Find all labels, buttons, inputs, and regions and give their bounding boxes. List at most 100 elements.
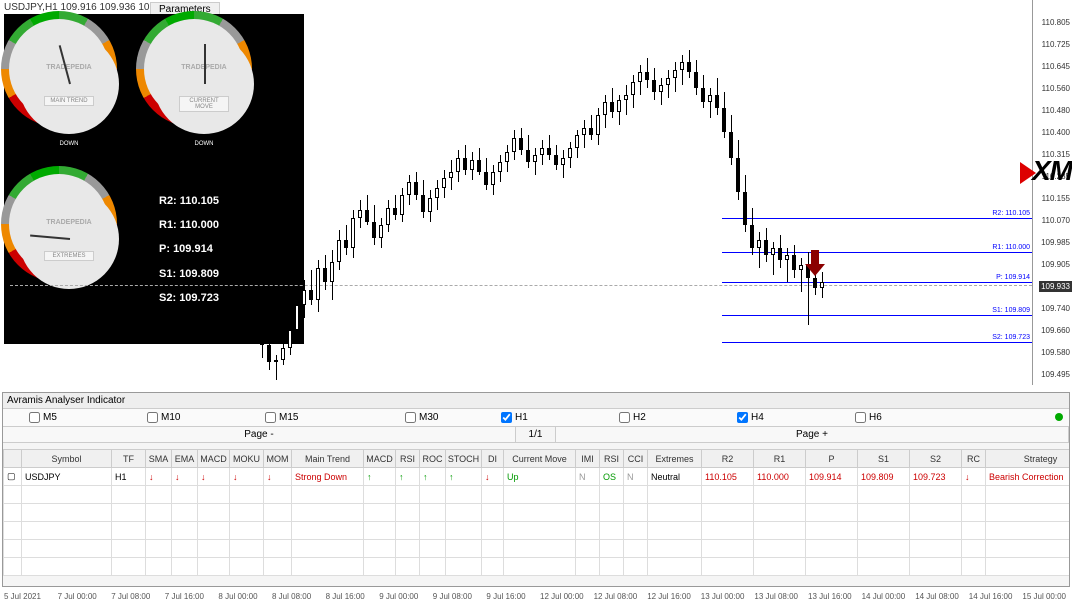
- chart-area: USDJPY,H1 109.916 109.936 109.91 Paramet…: [0, 0, 1072, 390]
- grid-header[interactable]: Strategy: [986, 450, 1070, 468]
- grid-header[interactable]: Extremes: [648, 450, 702, 468]
- grid-cell: [986, 540, 1070, 558]
- grid-header[interactable]: MACD: [198, 450, 230, 468]
- grid-cell: [702, 540, 754, 558]
- grid-header[interactable]: R2: [702, 450, 754, 468]
- timeframe-m5[interactable]: M5: [25, 412, 61, 423]
- grid-cell: [504, 540, 576, 558]
- page-prev-button[interactable]: Page -: [3, 427, 516, 442]
- grid-header[interactable]: TF: [112, 450, 146, 468]
- grid-cell: [504, 504, 576, 522]
- timeframe-label: M5: [43, 412, 57, 423]
- grid-header[interactable]: STOCH: [446, 450, 482, 468]
- price-current: 109.933: [1039, 281, 1072, 292]
- grid-cell: [146, 522, 172, 540]
- grid-header[interactable]: R1: [754, 450, 806, 468]
- timeframe-checkbox[interactable]: [855, 412, 866, 423]
- timeframe-checkbox[interactable]: [737, 412, 748, 423]
- grid-header[interactable]: Main Trend: [292, 450, 364, 468]
- timeframe-checkbox[interactable]: [147, 412, 158, 423]
- time-tick: 8 Jul 00:00: [218, 592, 257, 601]
- time-tick: 5 Jul 2021: [4, 592, 41, 601]
- timeframe-h1[interactable]: H1: [497, 412, 532, 423]
- page-number: 1/1: [516, 427, 556, 442]
- grid-cell: [702, 558, 754, 576]
- timeframe-label: H4: [751, 412, 764, 423]
- grid-header[interactable]: S1: [858, 450, 910, 468]
- gauge-extremes-label: EXTREMES: [44, 251, 94, 261]
- grid-cell: [230, 558, 264, 576]
- grid-header[interactable]: Symbol: [22, 450, 112, 468]
- grid-cell: [112, 486, 146, 504]
- time-tick: 8 Jul 08:00: [272, 592, 311, 601]
- grid-cell: [112, 540, 146, 558]
- indicator-title: Avramis Analyser Indicator: [3, 393, 1069, 409]
- grid-cell: [600, 486, 624, 504]
- grid-cell: [910, 486, 962, 504]
- grid-cell: [396, 486, 420, 504]
- grid-cell: [264, 558, 292, 576]
- grid-header[interactable]: P: [806, 450, 858, 468]
- page-next-button[interactable]: Page +: [556, 427, 1069, 442]
- grid-cell: N: [624, 468, 648, 486]
- grid-cell: [754, 486, 806, 504]
- timeframe-h4[interactable]: H4: [733, 412, 768, 423]
- grid-cell: [648, 486, 702, 504]
- grid-header[interactable]: RSI: [396, 450, 420, 468]
- timeframe-checkbox[interactable]: [619, 412, 630, 423]
- grid-header[interactable]: Current Move: [504, 450, 576, 468]
- timeframe-m30[interactable]: M30: [401, 412, 442, 423]
- grid-cell: [858, 558, 910, 576]
- grid-cell: [292, 540, 364, 558]
- grid-header[interactable]: EMA: [172, 450, 198, 468]
- grid-header[interactable]: MACD: [364, 450, 396, 468]
- timeframe-h2[interactable]: H2: [615, 412, 650, 423]
- timeframe-m15[interactable]: M15: [261, 412, 302, 423]
- grid-cell: N: [576, 468, 600, 486]
- indicator-grid: SymbolTFSMAEMAMACDMOKUMOMMain TrendMACDR…: [3, 449, 1069, 586]
- time-axis: 5 Jul 20217 Jul 00:007 Jul 08:007 Jul 16…: [0, 590, 1072, 602]
- grid-cell: H1: [112, 468, 146, 486]
- grid-cell: [230, 486, 264, 504]
- grid-cell: [962, 504, 986, 522]
- table-row[interactable]: ▢USDJPYH1↓↓↓↓↓Strong Down↑↑↑↑↓UpNOSNNeut…: [4, 468, 1070, 486]
- grid-cell: [910, 522, 962, 540]
- grid-header[interactable]: ROC: [420, 450, 446, 468]
- grid-cell: [446, 540, 482, 558]
- timeframe-h6[interactable]: H6: [851, 412, 886, 423]
- grid-header[interactable]: RC: [962, 450, 986, 468]
- timeframe-m10[interactable]: M10: [143, 412, 184, 423]
- grid-cell: [364, 486, 396, 504]
- grid-cell: [624, 504, 648, 522]
- timeframe-checkbox[interactable]: [265, 412, 276, 423]
- timeframe-checkbox[interactable]: [29, 412, 40, 423]
- grid-cell: [986, 504, 1070, 522]
- grid-header[interactable]: CCI: [624, 450, 648, 468]
- grid-cell: [396, 558, 420, 576]
- grid-header[interactable]: MOM: [264, 450, 292, 468]
- grid-header[interactable]: DI: [482, 450, 504, 468]
- grid-header[interactable]: RSI: [600, 450, 624, 468]
- time-tick: 12 Jul 16:00: [647, 592, 691, 601]
- gauge-main-trend: TRADEPEDIA MAIN TREND DOWN: [9, 19, 129, 149]
- grid-header[interactable]: [4, 450, 22, 468]
- grid-header[interactable]: SMA: [146, 450, 172, 468]
- price-tick: 109.495: [1041, 370, 1070, 379]
- grid-cell: [624, 540, 648, 558]
- chart-title: USDJPY,H1 109.916 109.936 109.91: [4, 2, 169, 13]
- grid-cell: Neutral: [648, 468, 702, 486]
- grid-cell: [962, 486, 986, 504]
- grid-header[interactable]: S2: [910, 450, 962, 468]
- current-price-hline: [10, 285, 1032, 286]
- grid-header[interactable]: IMI: [576, 450, 600, 468]
- grid-cell: ↓: [172, 468, 198, 486]
- grid-cell: [806, 558, 858, 576]
- timeframe-checkbox[interactable]: [405, 412, 416, 423]
- grid-header[interactable]: MOKU: [230, 450, 264, 468]
- grid-cell: [22, 504, 112, 522]
- time-tick: 9 Jul 16:00: [486, 592, 525, 601]
- gauge-current-label: CURRENT MOVE: [179, 96, 229, 112]
- timeframe-checkbox[interactable]: [501, 412, 512, 423]
- indicator-panel: Avramis Analyser Indicator M5 M10 M15 M30 H1…: [2, 392, 1070, 587]
- grid-cell: [292, 504, 364, 522]
